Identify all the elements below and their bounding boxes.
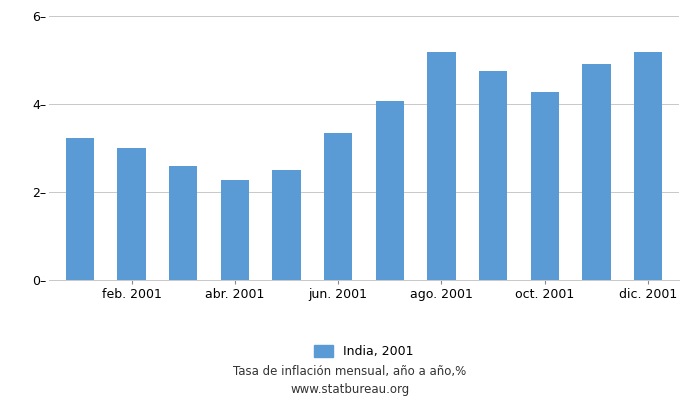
Bar — [479, 71, 507, 280]
Bar — [118, 148, 146, 280]
Bar — [531, 92, 559, 280]
Bar — [634, 52, 662, 280]
Text: www.statbureau.org: www.statbureau.org — [290, 384, 410, 396]
Bar — [220, 180, 249, 280]
Bar — [582, 64, 610, 280]
Bar — [169, 166, 197, 280]
Text: Tasa de inflación mensual, año a año,%: Tasa de inflación mensual, año a año,% — [233, 366, 467, 378]
Legend: India, 2001: India, 2001 — [308, 339, 420, 364]
Bar — [324, 132, 352, 280]
Bar — [272, 170, 301, 280]
Bar — [376, 101, 404, 280]
Bar — [66, 138, 94, 280]
Bar — [427, 52, 456, 280]
